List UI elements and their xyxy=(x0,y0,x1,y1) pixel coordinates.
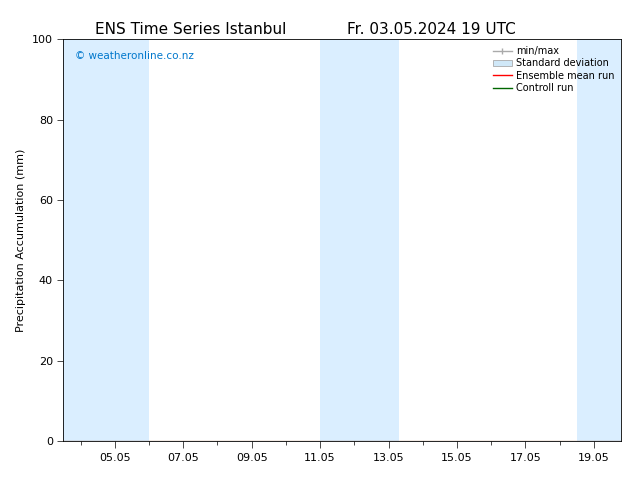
Text: © weatheronline.co.nz: © weatheronline.co.nz xyxy=(75,51,193,61)
Bar xyxy=(577,39,621,441)
Y-axis label: Precipitation Accumulation (mm): Precipitation Accumulation (mm) xyxy=(16,148,27,332)
Legend: min/max, Standard deviation, Ensemble mean run, Controll run: min/max, Standard deviation, Ensemble me… xyxy=(491,44,616,95)
Text: ENS Time Series Istanbul: ENS Time Series Istanbul xyxy=(94,22,286,37)
Bar xyxy=(320,39,399,441)
Text: Fr. 03.05.2024 19 UTC: Fr. 03.05.2024 19 UTC xyxy=(347,22,515,37)
Bar xyxy=(63,39,149,441)
